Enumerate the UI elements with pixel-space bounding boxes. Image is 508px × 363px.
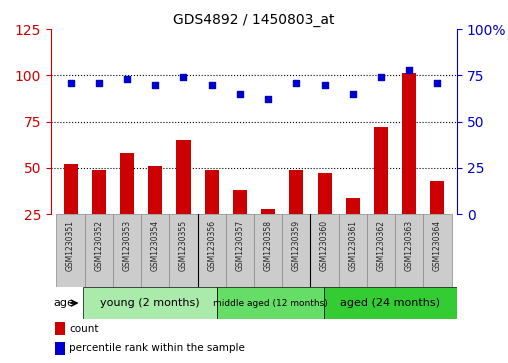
Bar [226,214,254,287]
Bar [83,287,216,319]
Text: young (2 months): young (2 months) [100,298,200,308]
Text: GSM1230353: GSM1230353 [122,220,132,271]
Bar [113,214,141,287]
Text: percentile rank within the sample: percentile rank within the sample [69,343,245,354]
Text: age: age [53,298,74,308]
Bar [430,181,444,261]
Bar [339,214,367,287]
Bar [205,170,219,261]
Bar [64,164,78,261]
Bar [324,287,457,319]
Bar [346,197,360,261]
Point [94,80,103,86]
Text: count: count [69,323,99,334]
Text: GSM1230356: GSM1230356 [207,220,216,271]
Text: GSM1230352: GSM1230352 [94,220,103,271]
Bar [148,166,162,261]
Point [433,80,441,86]
Bar [282,214,310,287]
Bar [56,214,85,287]
Bar [233,190,247,261]
Text: middle aged (12 months): middle aged (12 months) [213,299,328,307]
Bar [374,127,388,261]
Point [208,82,216,87]
Bar [254,214,282,287]
Bar [395,214,423,287]
Point [264,97,272,102]
Point [236,91,244,97]
Text: GSM1230362: GSM1230362 [376,220,386,271]
Text: GSM1230360: GSM1230360 [320,220,329,271]
Point [67,80,75,86]
Text: GSM1230361: GSM1230361 [348,220,357,271]
Bar [169,214,198,287]
Bar [367,214,395,287]
Text: GSM1230358: GSM1230358 [264,220,273,271]
Text: GSM1230359: GSM1230359 [292,220,301,271]
Point [377,74,385,80]
Bar [55,342,65,355]
Point [123,76,131,82]
Bar [261,209,275,261]
Bar [318,174,332,261]
Bar [423,214,452,287]
Bar [310,214,339,287]
Bar [402,73,416,261]
Bar [141,214,169,287]
Text: GSM1230355: GSM1230355 [179,220,188,271]
Point [405,67,414,73]
Bar [85,214,113,287]
Text: GSM1230363: GSM1230363 [405,220,414,271]
Text: GSM1230357: GSM1230357 [235,220,244,271]
Point [179,74,187,80]
Bar [120,153,134,261]
Point [321,82,329,87]
Title: GDS4892 / 1450803_at: GDS4892 / 1450803_at [173,13,335,26]
Point [292,80,300,86]
Point [348,91,357,97]
Text: GSM1230351: GSM1230351 [66,220,75,271]
Text: GSM1230354: GSM1230354 [151,220,160,271]
Bar [176,140,190,261]
Bar [216,287,324,319]
Text: aged (24 months): aged (24 months) [340,298,440,308]
Text: GSM1230364: GSM1230364 [433,220,442,271]
Point [151,82,160,87]
Bar [55,322,65,335]
Bar [198,214,226,287]
Bar [289,170,303,261]
Bar [92,170,106,261]
